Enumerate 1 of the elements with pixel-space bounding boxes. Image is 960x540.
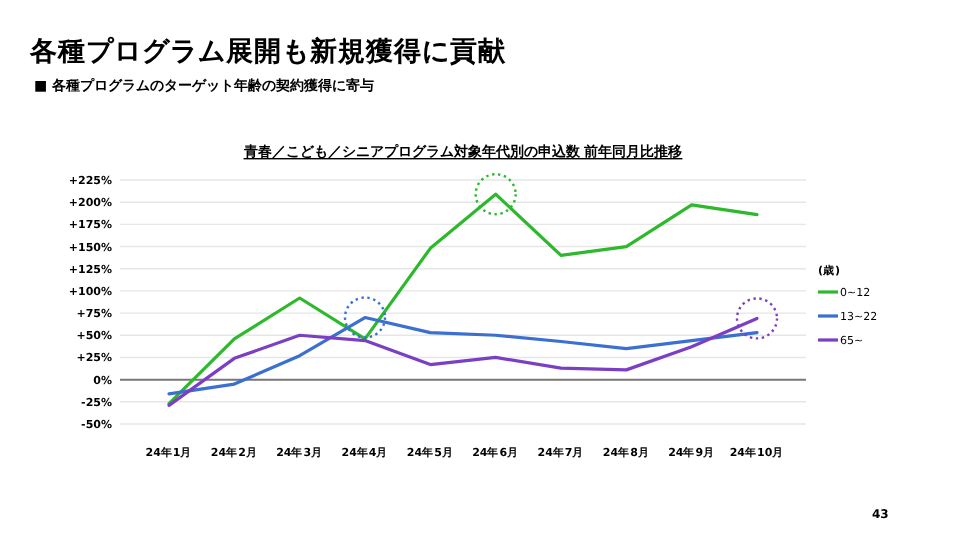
chart-title: 各種プログラム展開も新規獲得に貢献	[28, 34, 508, 68]
